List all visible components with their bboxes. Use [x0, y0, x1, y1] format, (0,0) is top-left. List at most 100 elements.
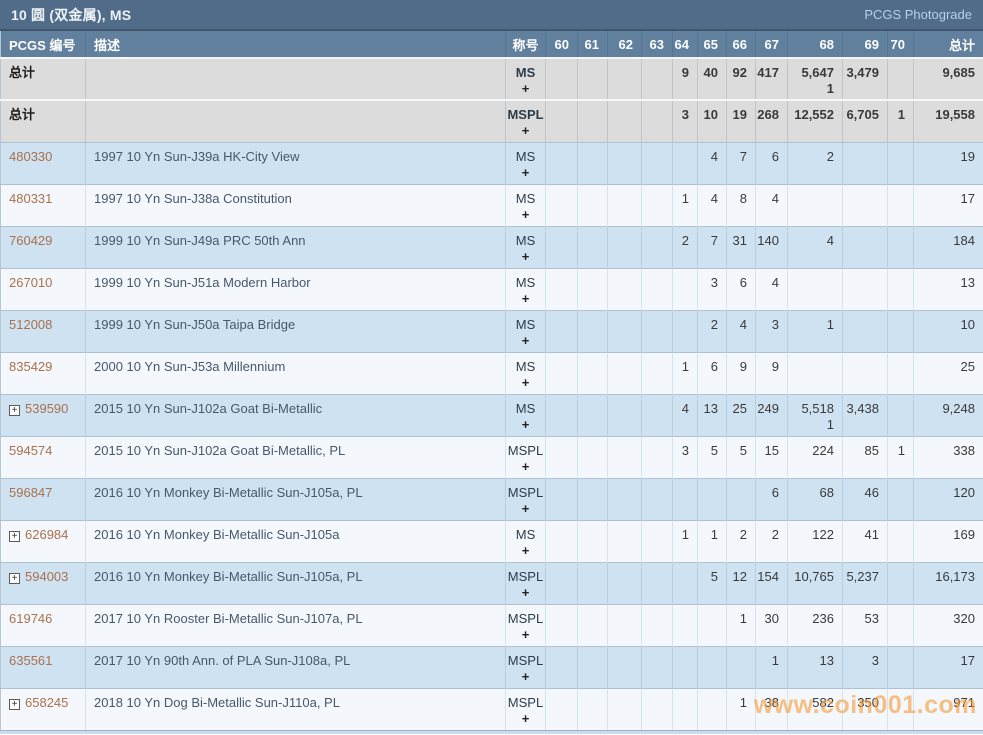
- grade-cell-63: [641, 99, 673, 142]
- plus-grade-count: [915, 249, 983, 265]
- plus-grade-count: [889, 123, 914, 139]
- plus-grade-count: [915, 81, 983, 97]
- grade-count: 5,237: [846, 568, 879, 584]
- grade-count: 2: [771, 526, 779, 542]
- pcgs-number-link[interactable]: 658245: [25, 694, 69, 710]
- grade-count: [889, 521, 914, 543]
- expand-plus-icon[interactable]: +: [9, 572, 20, 584]
- grade-count: 1: [826, 316, 834, 332]
- plus-grade-count: [757, 375, 788, 391]
- plus-grade-count: [915, 165, 983, 181]
- grade-count: [579, 227, 608, 249]
- expand-plus-icon[interactable]: +: [9, 404, 20, 416]
- pcgs-number-link[interactable]: 626984: [25, 526, 69, 542]
- pcgs-number-link[interactable]: 480331: [9, 190, 53, 206]
- grade-cell-62: [607, 435, 642, 478]
- grade-cell-61: [577, 393, 608, 436]
- grade-cell-64: 3: [672, 435, 698, 478]
- grade-cell-62: [607, 57, 642, 100]
- plus-grade-count: [674, 249, 698, 265]
- grade-count: [844, 353, 888, 375]
- plus-grade-count: 1: [826, 81, 834, 96]
- designation-cell: MS +: [505, 393, 546, 436]
- plus-grade-count: [579, 81, 608, 97]
- grade-count: [844, 269, 888, 291]
- grade-count: [609, 102, 642, 123]
- pcgs-number-link[interactable]: 267010: [9, 274, 53, 290]
- plus-grade-count: [844, 669, 888, 685]
- grade-cell-64: 4: [672, 393, 698, 436]
- grade-count: 6: [739, 274, 747, 290]
- pcgs-number-link[interactable]: 480330: [9, 148, 53, 164]
- grade-cell-63: [641, 561, 673, 604]
- pcgs-number-link[interactable]: 539590: [25, 400, 69, 416]
- designation-label: MS: [515, 65, 536, 80]
- pcgs-number-link[interactable]: 835429: [9, 358, 53, 374]
- designation-cell: MSPL +: [505, 561, 546, 604]
- expand-plus-icon[interactable]: +: [9, 530, 20, 542]
- plus-grade-count: [579, 123, 608, 139]
- grade-cell-64: [672, 687, 698, 730]
- section-title-bar: 10 圆 (双金属), MS PCGS Photograde: [0, 0, 983, 31]
- designation-cell: MS +: [505, 351, 546, 394]
- plus-grade-count: [579, 333, 608, 349]
- grade-count: 9: [771, 358, 779, 374]
- plus-grade-count: [674, 585, 698, 601]
- row-total-count: 120: [953, 484, 975, 500]
- pcgs-number-link[interactable]: 760429: [9, 232, 53, 248]
- plus-grade-count: [889, 207, 914, 223]
- plus-designation-label: +: [521, 206, 530, 222]
- grade-cell-69: [842, 141, 888, 184]
- plus-designation-label: +: [521, 164, 530, 180]
- plus-grade-count: [674, 123, 698, 139]
- description-text: [87, 102, 506, 123]
- grade-count: 5: [710, 442, 718, 458]
- grade-cell-65: 5: [697, 435, 727, 478]
- pcgs-number-cell: 835429: [0, 351, 86, 394]
- row-total-count: 17: [960, 190, 975, 206]
- grade-cell-63: [641, 519, 673, 562]
- photograde-link[interactable]: PCGS Photograde: [864, 7, 972, 22]
- plus-grade-count: [643, 375, 673, 391]
- table-row: +539590 2015 10 Yn Sun-J102a Goat Bi-Meta…: [0, 393, 983, 436]
- grade-count: [579, 437, 608, 459]
- grade-cell-60: [545, 141, 578, 184]
- grade-cell-65: [697, 687, 727, 730]
- grade-count: 40: [703, 65, 718, 80]
- pcgs-number-link[interactable]: 594003: [25, 568, 69, 584]
- pcgs-number-link[interactable]: 512008: [9, 316, 53, 332]
- grade-cell-63: [641, 309, 673, 352]
- grade-cell-61: [577, 351, 608, 394]
- designation-label: MS: [515, 148, 536, 164]
- grade-count: 4: [771, 190, 779, 206]
- designation-label: MS: [515, 232, 536, 248]
- pcgs-number-link[interactable]: 635561: [9, 652, 53, 668]
- pcgs-number-link[interactable]: 594574: [9, 442, 53, 458]
- column-header-69: 69: [842, 31, 888, 58]
- designation-cell: MSPL +: [505, 435, 546, 478]
- grade-count: 1: [681, 526, 689, 542]
- plus-grade-count: [915, 711, 983, 727]
- pcgs-number-link[interactable]: 596847: [9, 484, 53, 500]
- row-total-count: 25: [960, 358, 975, 374]
- grade-cell-64: [672, 561, 698, 604]
- plus-grade-count: [915, 333, 983, 349]
- grade-count: [699, 689, 727, 711]
- plus-grade-count: [547, 375, 578, 391]
- plus-grade-count: [789, 669, 843, 685]
- plus-grade-count: [915, 375, 983, 391]
- plus-grade-count: [579, 207, 608, 223]
- plus-grade-count: [547, 585, 578, 601]
- grade-cell-64: [672, 141, 698, 184]
- plus-grade-count: [699, 711, 727, 727]
- column-header-pcgs-no: PCGS 编号: [0, 31, 86, 58]
- column-header-64: 64: [672, 31, 698, 58]
- row-total-count: 17: [960, 652, 975, 668]
- grade-cell-61: [577, 309, 608, 352]
- grade-cell-70: [887, 393, 914, 436]
- pcgs-number-link[interactable]: 619746: [9, 610, 53, 626]
- grade-cell-65: 4: [697, 183, 727, 226]
- plus-grade-count: [889, 417, 914, 433]
- expand-plus-icon[interactable]: +: [9, 698, 20, 710]
- grade-cell-66: 7: [726, 141, 756, 184]
